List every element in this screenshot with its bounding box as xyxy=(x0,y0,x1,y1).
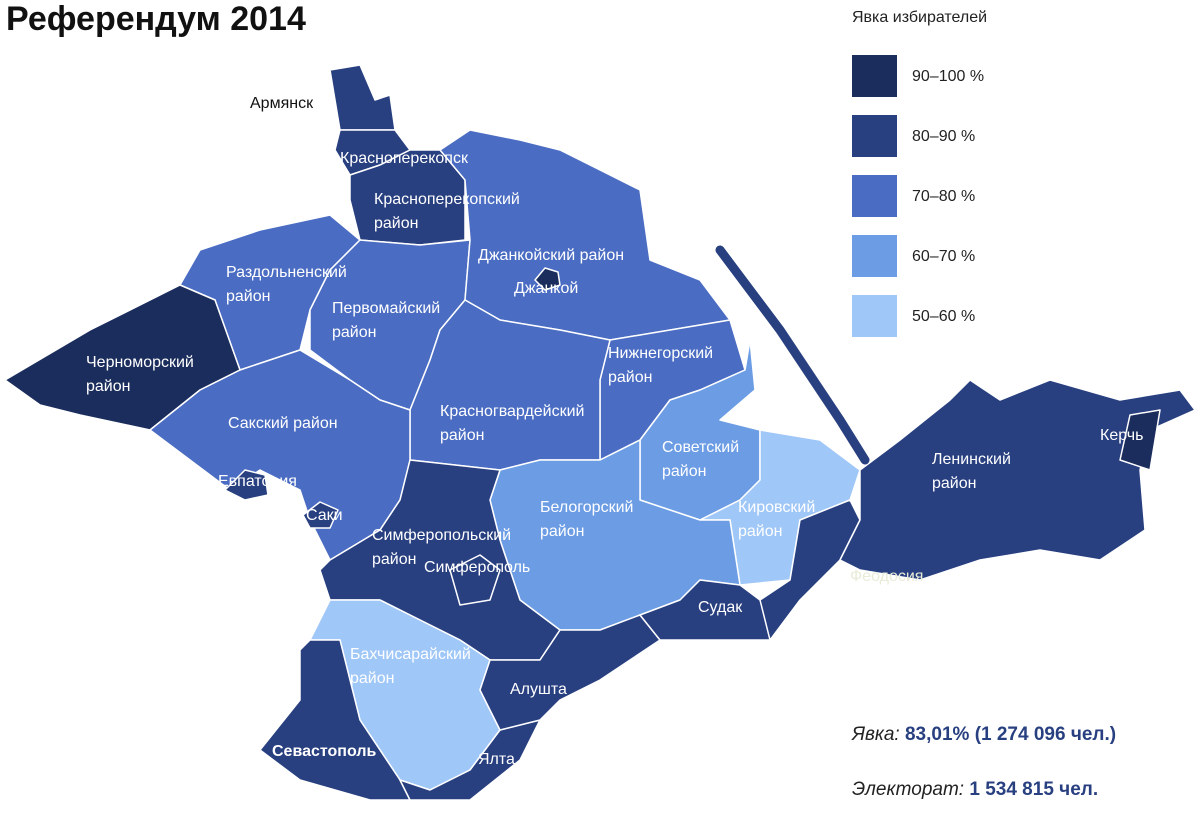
region-label: Красноперекопский район xyxy=(374,191,520,232)
region-label: Феодосия xyxy=(850,568,923,585)
legend-label: 70–80 % xyxy=(912,188,975,205)
legend-label: 50–60 % xyxy=(912,308,975,325)
region xyxy=(699,429,861,586)
legend-label: 90–100 % xyxy=(912,68,984,85)
region-label: Нижнегорский район xyxy=(608,345,713,386)
region xyxy=(224,469,269,501)
legend-swatch xyxy=(852,115,897,157)
region xyxy=(259,639,411,801)
title: Референдум 2014 xyxy=(6,0,306,38)
stat: Явка: 83,01% (1 274 096 чел.) xyxy=(851,724,1116,745)
legend-label: 80–90 % xyxy=(912,128,975,145)
region xyxy=(349,149,466,246)
region-label: Джанкой xyxy=(514,280,578,297)
region-label: Симферопольский район xyxy=(372,527,511,568)
region-label: Красноперекопск xyxy=(340,150,469,167)
region-label: Ялта xyxy=(478,751,515,768)
region-label: Евпатория xyxy=(218,473,297,490)
region-label: Севастополь xyxy=(272,743,376,760)
region-label: Белогорский район xyxy=(540,499,633,540)
region xyxy=(449,554,501,606)
region-label: Кировский район xyxy=(738,499,815,540)
region xyxy=(1119,409,1161,471)
region xyxy=(302,501,339,529)
region xyxy=(439,129,731,341)
region-label: Симферополь xyxy=(424,559,530,576)
region-label: Черноморский район xyxy=(86,354,194,395)
region-label: Раздольненский район xyxy=(226,264,347,305)
region xyxy=(534,267,561,291)
legend-swatch xyxy=(852,235,897,277)
region xyxy=(479,614,661,731)
stat-label: Электорат: xyxy=(852,779,964,800)
region-label: Джанкойский район xyxy=(478,247,624,264)
stat-label: Явка: xyxy=(851,724,900,745)
region-label: Бахчисарайский район xyxy=(350,646,471,687)
region xyxy=(839,379,1196,581)
stat-value: 83,01% (1 274 096 чел.) xyxy=(905,724,1116,745)
legend-label: 60–70 % xyxy=(912,248,975,265)
legend-swatch xyxy=(852,175,897,217)
region-label: Сакский район xyxy=(228,415,338,432)
stat-value: 1 534 815 чел. xyxy=(969,779,1098,800)
region-label: Красногвардейский район xyxy=(440,403,584,444)
region-label: Первомайский район xyxy=(332,300,440,341)
legend-swatch xyxy=(852,55,897,97)
region-label: Советский район xyxy=(662,439,739,480)
region-label: Керчь xyxy=(1100,427,1143,444)
arabat-spit xyxy=(715,245,870,465)
stat: Электорат: 1 534 815 чел. xyxy=(852,779,1098,800)
region xyxy=(329,64,396,131)
legend-swatch xyxy=(852,295,897,337)
region-label: Армянск xyxy=(250,95,314,112)
region-label: Саки xyxy=(306,507,343,524)
legend-title: Явка избирателей xyxy=(852,9,987,26)
region-label: Судак xyxy=(698,599,743,616)
region-label: Алушта xyxy=(510,681,567,698)
region-label: Ленинский район xyxy=(932,451,1011,492)
